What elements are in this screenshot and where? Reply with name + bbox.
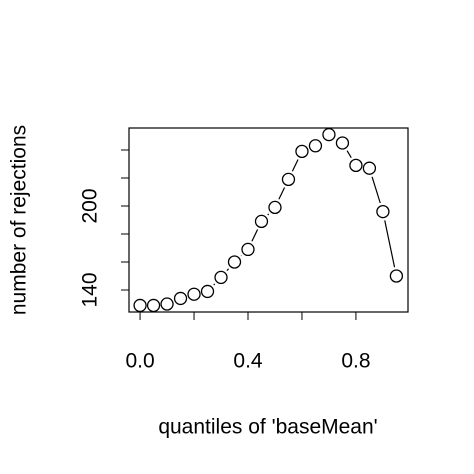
x-tick-label: 0.8	[341, 350, 370, 373]
point	[146, 298, 161, 313]
y-axis-label: number of rejections	[8, 125, 31, 315]
point	[389, 269, 404, 283]
line-segment	[384, 220, 396, 268]
line-segment	[291, 159, 299, 172]
y-tick-label: 200	[79, 188, 102, 223]
point	[362, 161, 377, 175]
line-segment	[267, 213, 270, 216]
line-segment	[226, 268, 230, 272]
point	[349, 158, 363, 173]
line-segment	[251, 229, 259, 242]
point	[322, 127, 336, 142]
y-tick-label: 140	[79, 272, 102, 307]
line-segment	[278, 187, 286, 200]
x-tick-label: 0.0	[125, 350, 154, 373]
x-tick-label: 0.4	[233, 350, 263, 373]
plot-box	[128, 127, 409, 313]
x-axis-label: quantiles of 'baseMean'	[158, 416, 377, 439]
point	[268, 200, 282, 215]
line-segment	[213, 283, 216, 286]
point	[227, 255, 242, 269]
point	[133, 298, 147, 313]
point	[295, 144, 309, 159]
point	[173, 291, 188, 306]
point	[281, 172, 296, 187]
point	[376, 204, 390, 219]
point	[214, 270, 228, 285]
point	[200, 284, 215, 299]
line-segment	[346, 150, 352, 158]
point	[187, 287, 201, 301]
point	[308, 139, 323, 153]
point	[160, 297, 174, 311]
line-segment	[371, 176, 381, 204]
point	[254, 214, 269, 229]
point	[241, 242, 255, 257]
point	[335, 136, 350, 150]
